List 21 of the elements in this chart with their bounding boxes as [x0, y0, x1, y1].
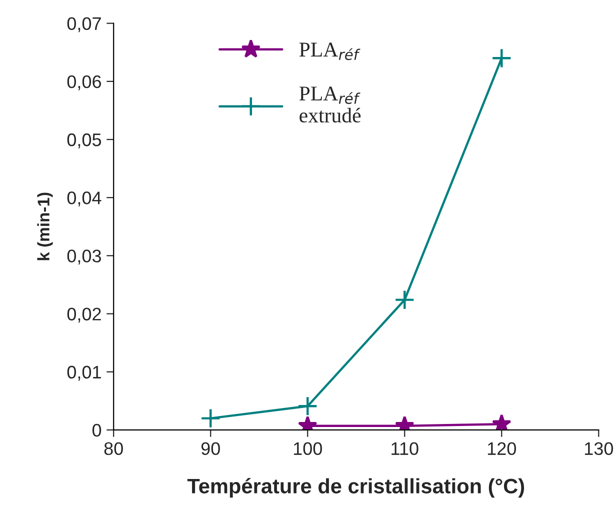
y-tick-label: 0: [92, 424, 102, 437]
y-tick-label: 0,05: [67, 133, 102, 148]
x-tick-label: 100: [294, 442, 322, 456]
legend-label: PLA$_{réf}$ extrudé: [299, 86, 361, 123]
y-tick-label: 0,03: [67, 250, 101, 265]
x-tick-label: 110: [392, 442, 418, 456]
x-axis-title: Température de cristallisation (°C): [187, 478, 524, 498]
y-tick-label: 0,04: [67, 192, 102, 206]
y-tick-label: 0,01: [67, 366, 101, 381]
x-tick-label: 80: [104, 442, 123, 456]
x-tick-label: 120: [488, 442, 516, 456]
point: [492, 48, 512, 68]
point: [492, 414, 512, 430]
y-tick-label: 0,02: [67, 308, 101, 323]
point: [394, 290, 415, 310]
y-tick-label: 0,07: [67, 17, 101, 32]
y-axis-title: k (min-1): [37, 192, 53, 260]
legend-label: PLA$_{réf}$: [299, 42, 360, 60]
x-tick-label: 90: [201, 442, 220, 456]
y-tick-label: 0,06: [67, 75, 101, 90]
x-tick-label: 130: [584, 442, 614, 456]
